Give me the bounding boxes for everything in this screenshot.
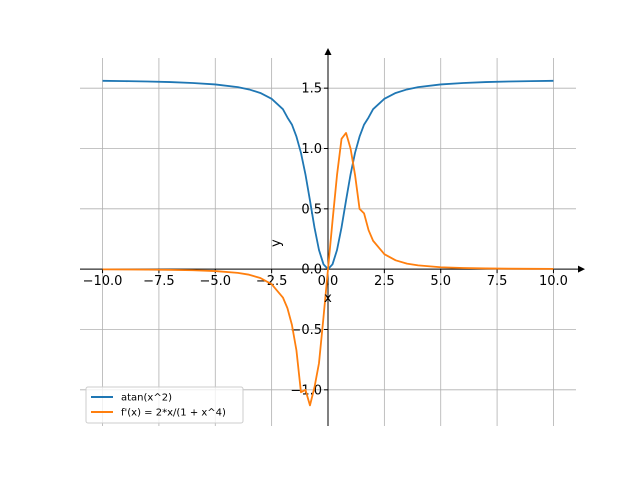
- y-tick-label-4: 1.0: [301, 142, 322, 157]
- series-line-1: [102, 132, 554, 407]
- y-tick-label-5: 1.5: [301, 82, 322, 97]
- x-tick-label-1: −7.5: [143, 274, 175, 289]
- x-axis-label: x: [324, 291, 332, 306]
- x-tick-label-6: 5.0: [430, 274, 451, 289]
- legend: atan(x^2) f'(x) = 2*x/(1 + x^4): [85, 386, 244, 424]
- y-tick-label-1: −0.5: [290, 323, 322, 338]
- x-tick-label-3: −2.5: [256, 274, 288, 289]
- legend-entry-derivative: f'(x) = 2*x/(1 + x^4): [121, 408, 226, 419]
- axes: [80, 48, 585, 426]
- x-tick-label-0: −10.0: [83, 274, 123, 289]
- legend-entry-atan: atan(x^2): [121, 393, 172, 404]
- y-axis-label: y: [269, 239, 284, 247]
- y-tick-label-2: 0.0: [301, 263, 322, 278]
- x-tick-label-8: 10.0: [539, 274, 568, 289]
- y-axis-arrow-icon: [324, 48, 332, 55]
- x-tick-label-2: −5.0: [199, 274, 231, 289]
- x-tick-label-5: 2.5: [374, 274, 395, 289]
- legend-box: [85, 386, 244, 424]
- x-tick-label-7: 7.5: [487, 274, 508, 289]
- series-lines: [102, 79, 554, 407]
- x-tick-label-4: 0.0: [318, 274, 339, 289]
- x-axis-arrow-icon: [578, 265, 585, 273]
- ticks: −10.0 −7.5 −5.0 −2.5 0.0 2.5 5.0 7.5 10.0−1.0−0.…: [83, 82, 568, 399]
